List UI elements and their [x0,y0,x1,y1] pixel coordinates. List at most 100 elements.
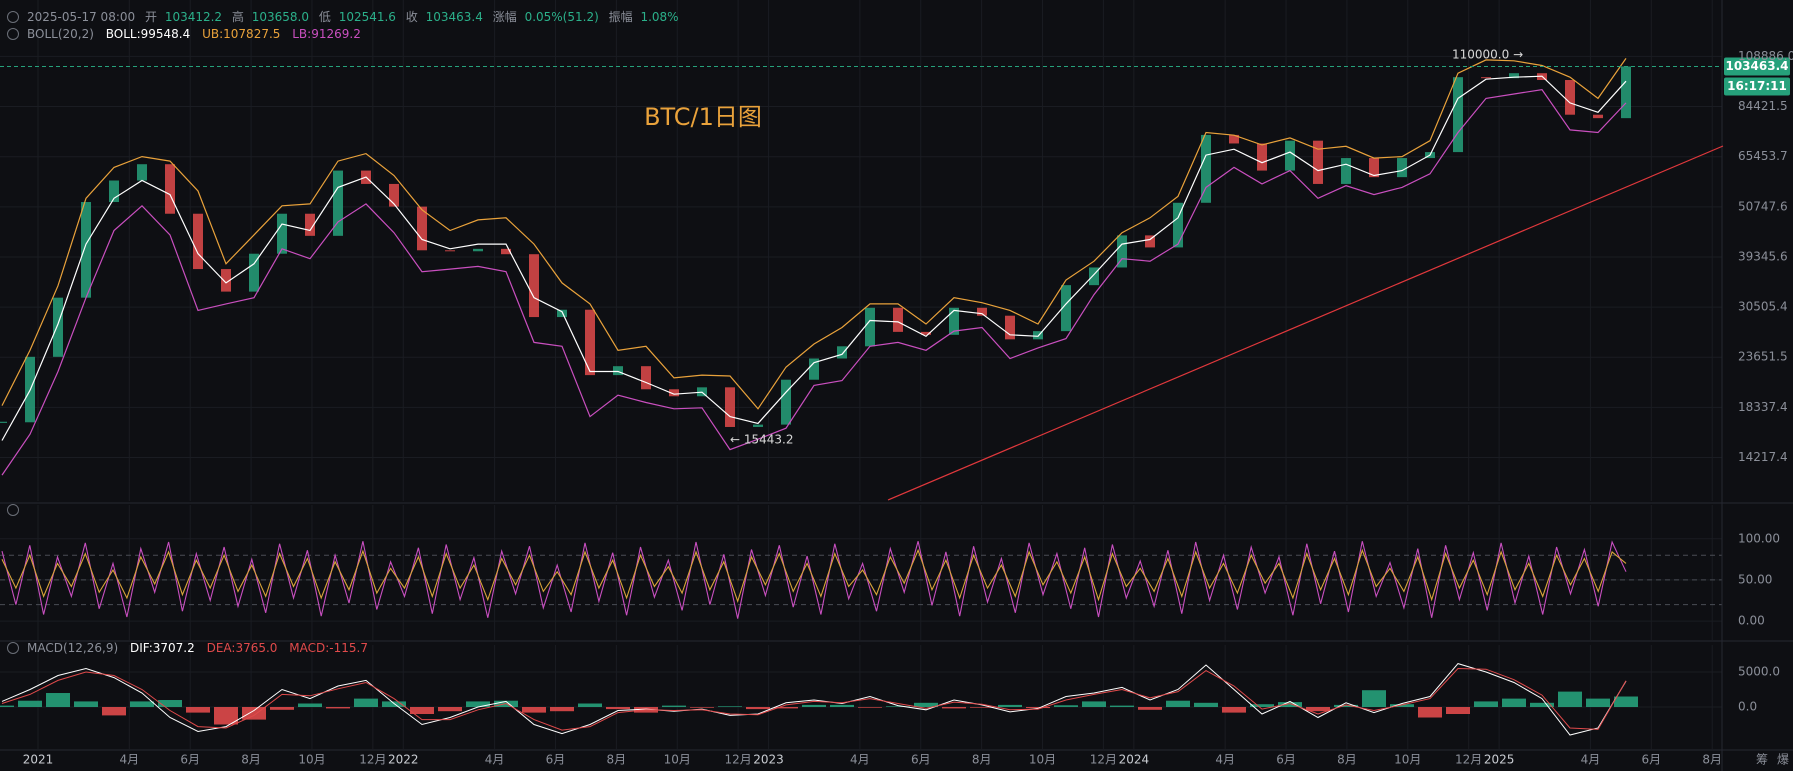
candle [137,164,147,181]
y-tick-label: 39345.6 [1738,249,1788,263]
high-annotation: 110000.0 → [1452,48,1523,62]
y-tick-label: 18337.4 [1738,400,1788,414]
macd-bar [214,707,238,725]
candle [1453,77,1463,153]
macd-bar [1362,690,1386,708]
price-tags: 103463.4 16:17:11 [1724,57,1790,96]
x-tick-label: 12月 [359,753,386,767]
macd-bar [662,705,686,708]
x-tick-label: 4月 [485,753,505,767]
countdown-label: 16:17:11 [1727,79,1787,93]
macd-bar [410,707,434,715]
toolbar-button[interactable]: 筹 [1756,753,1768,767]
collapse-icon[interactable] [7,504,19,516]
y-tick-label: 108886.0 [1738,49,1793,63]
candle [165,164,175,214]
y-tick-label: 100.00 [1738,531,1780,545]
macd-bar [74,701,98,708]
candle [193,213,203,270]
candle [1369,158,1379,178]
macd-bar [718,706,742,708]
candle [1397,158,1407,178]
macd-bar [242,707,266,720]
macd-bar [914,702,938,708]
candle [1061,285,1071,332]
macd-bar [1082,701,1106,708]
x-tick-label: 2021 [23,753,54,767]
chart-title: BTC/1日图 [644,103,762,131]
macd-bar [606,707,630,710]
x-tick-label: 8月 [241,753,261,767]
macd-bar [1474,701,1498,708]
low-annotation: ← 15443.2 [730,433,794,447]
macd-bar [774,707,798,709]
macd-line [1,663,1627,736]
field-label: 低 [319,10,331,24]
marks-layer [0,58,1722,736]
candle [585,309,595,376]
candle [277,213,287,254]
x-tick-label: 6月 [911,753,931,767]
x-tick-label: 2023 [753,753,784,767]
macd-bar [354,698,378,708]
macd-bar [578,703,602,708]
macd-bar [0,705,14,708]
macd-bar [1502,698,1526,708]
candle [305,213,315,236]
x-tick-label: 8月 [972,753,992,767]
oscillator-line [1,548,1627,604]
x-tick-label: 10月 [1394,753,1421,767]
candle [669,389,679,397]
candle [977,307,987,316]
trend-line [887,145,1724,501]
macd-bar [1558,691,1582,708]
macd-bar [830,704,854,708]
y-tick-label: 23651.5 [1738,350,1788,364]
macd-bar [522,707,546,713]
candle [725,387,735,427]
y-tick-label: 0.0 [1738,700,1757,714]
macd-bar [1194,702,1218,708]
candle [781,379,791,425]
field-value: 102541.6 [339,10,396,24]
macd-bar [102,707,126,716]
macd-bar [1278,702,1302,708]
macd-bar [690,707,714,708]
macd-bar [270,707,294,710]
x-tick-label: 12月 [1455,753,1482,767]
candle [501,248,511,255]
macd-bar [858,707,882,708]
collapse-icon[interactable] [7,28,19,40]
field-value: 103412.2 [165,10,222,24]
countdown-tag [1724,77,1790,96]
x-tick-label: 8月 [607,753,627,767]
macd-bar [802,704,826,708]
macd-bar [998,704,1022,708]
macd-bar [1446,707,1470,715]
collapse-icon[interactable] [7,11,19,23]
toolbar-button[interactable]: 爆 [1777,753,1789,767]
candle [445,250,455,252]
oscillator-line [1,540,1627,619]
macd-bar [1110,705,1134,708]
x-tick-label: 2025 [1484,753,1515,767]
candle [1089,267,1099,286]
y-tick-label: 0.00 [1738,614,1765,628]
macd-bar [298,703,322,708]
y-tick-label: 30505.4 [1738,300,1788,314]
indicator-name: BOLL(20,2) [27,27,94,41]
candle [249,253,259,292]
legend-entry: LB:91269.2 [292,27,361,41]
x-tick-label: 10月 [1029,753,1056,767]
macd-bar [130,701,154,708]
macd-bar [382,701,406,708]
grid-layer [0,0,1722,749]
x-tick-label: 12月 [724,753,751,767]
macd-bar [46,693,70,708]
candle [753,424,763,427]
collapse-icon[interactable] [7,642,19,654]
candle [1285,140,1295,171]
candle [1593,114,1603,119]
legend-entry: MACD:-115.7 [289,641,368,655]
